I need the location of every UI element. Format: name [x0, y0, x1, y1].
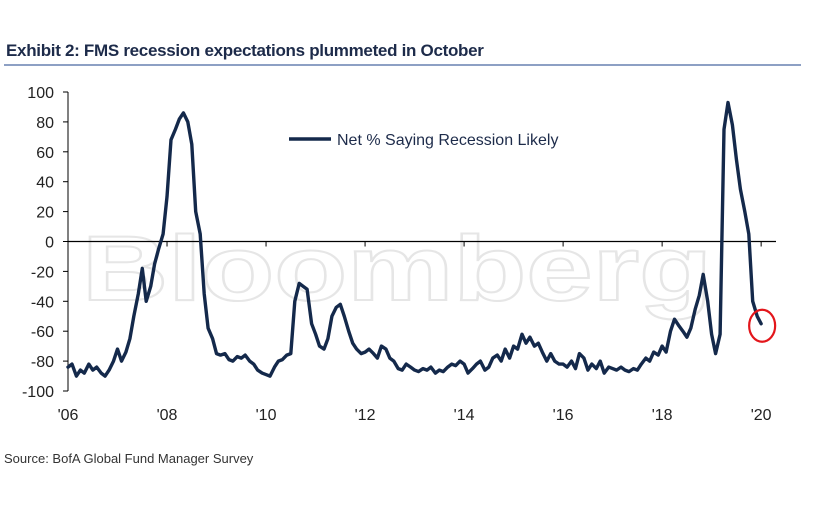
x-tick-label: '12 [355, 407, 376, 424]
y-axis: 100 80 60 40 20 0 -20 -40 -60 -80 -100 [22, 85, 68, 401]
legend-label: Net % Saying Recession Likely [337, 132, 558, 149]
series-line-net-recession [66, 100, 763, 378]
title-rule [4, 64, 801, 66]
watermark-text: Bloomberg [82, 218, 712, 320]
source-note: Source: BofA Global Fund Manager Survey [4, 451, 254, 466]
y-tick-label: 100 [27, 85, 54, 102]
y-tick-label: 0 [45, 235, 54, 252]
legend: Net % Saying Recession Likely [289, 132, 558, 149]
y-tick-label: 60 [36, 145, 54, 162]
highlight-circle [748, 308, 777, 343]
x-tick-label: '16 [553, 407, 574, 424]
x-tick-label: '18 [652, 407, 673, 424]
x-tick-label: '14 [454, 407, 475, 424]
y-tick-label: -20 [31, 264, 54, 281]
x-tick-label: '20 [751, 407, 772, 424]
x-tick-label: '06 [58, 407, 79, 424]
x-tick-label: '08 [157, 407, 178, 424]
y-tick-label: -100 [22, 384, 54, 401]
y-tick-label: 20 [36, 205, 54, 222]
y-tick-label: -40 [31, 294, 54, 311]
x-axis: '06 '08 '10 '12 '14 '16 '18 '20 [58, 241, 772, 424]
y-tick-label: 80 [36, 115, 54, 132]
y-tick-label: 40 [36, 175, 54, 192]
y-tick-label: -60 [31, 324, 54, 341]
x-tick-label: '10 [256, 407, 277, 424]
y-tick-label: -80 [31, 354, 54, 371]
exhibit-title: Exhibit 2: FMS recession expectations pl… [6, 41, 484, 60]
